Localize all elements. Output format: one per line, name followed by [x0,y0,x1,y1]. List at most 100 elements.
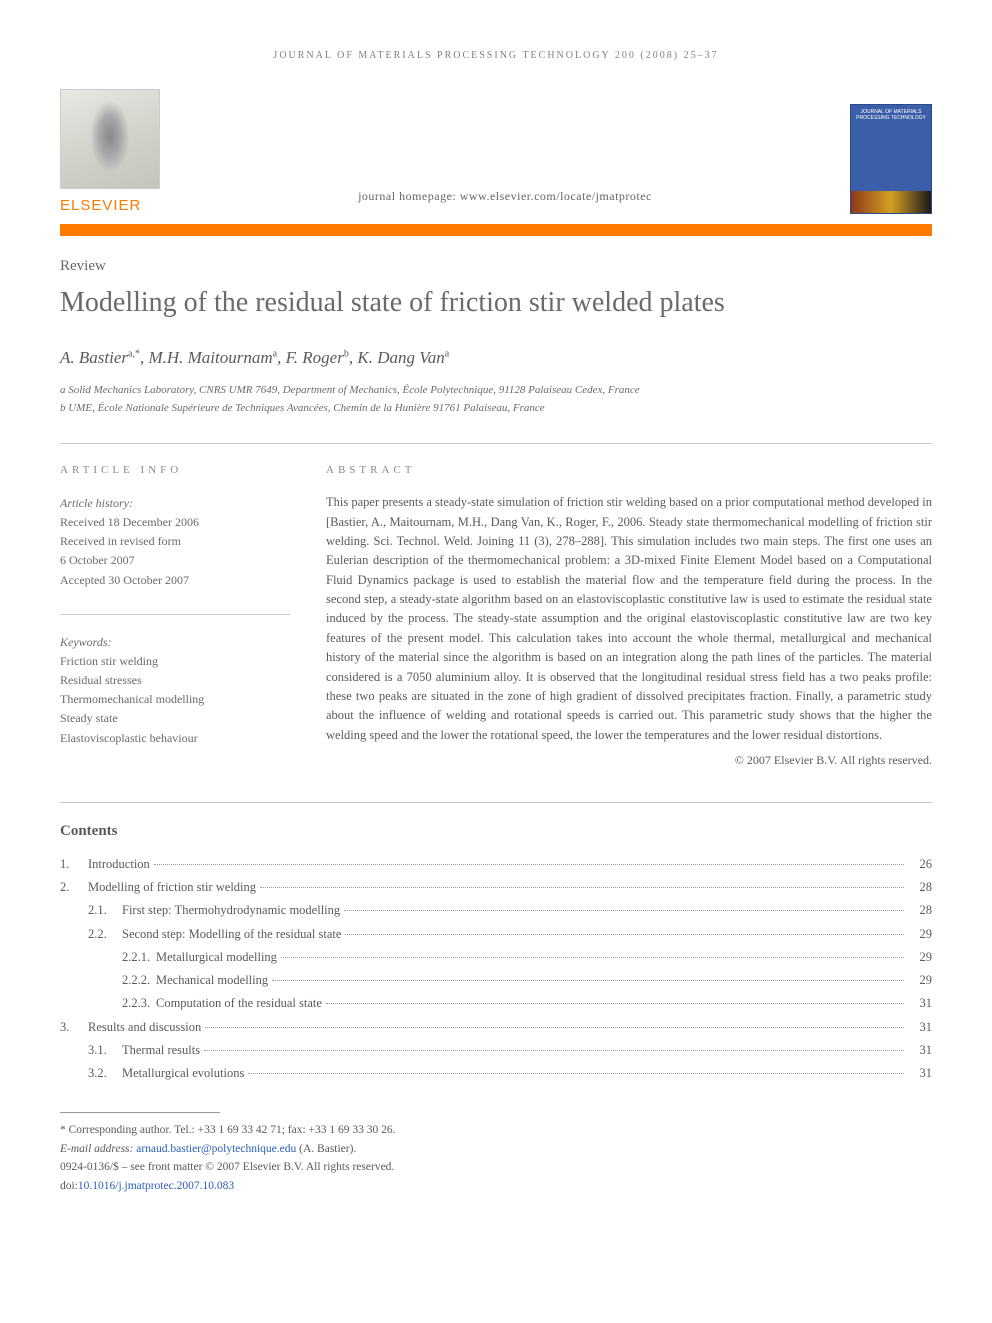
doi-label: doi: [60,1180,78,1192]
article-type: Review [60,258,932,275]
page: JOURNAL OF MATERIALS PROCESSING TECHNOLO… [0,0,992,1235]
toc-leader-dots [260,887,904,888]
toc-number: 3.2. [88,1063,122,1084]
doi-link[interactable]: 10.1016/j.jmatprotec.2007.10.083 [78,1180,234,1192]
toc-row: 2.2.2.Mechanical modelling 29 [60,970,932,991]
article-history-line: 6 October 2007 [60,551,290,570]
toc-page: 26 [908,854,932,875]
email-label: E-mail address: [60,1143,133,1155]
toc-label[interactable]: Metallurgical evolutions [122,1063,244,1084]
toc-row: 2.2.Second step: Modelling of the residu… [60,924,932,945]
toc-label[interactable]: Mechanical modelling [156,970,268,991]
publisher-name: ELSEVIER [60,197,141,214]
article-history-label: Article history: [60,494,290,513]
toc-label[interactable]: Modelling of friction stir welding [88,877,256,898]
email-author-name: (A. Bastier). [299,1143,356,1155]
toc-number: 2.1. [88,900,122,921]
toc-number: 2.2.3. [122,993,156,1014]
article-history-block: Article history: Received 18 December 20… [60,494,290,590]
keyword: Steady state [60,709,290,728]
toc-leader-dots [281,957,904,958]
toc-row: 2.Modelling of friction stir welding 28 [60,877,932,898]
corresponding-author: * Corresponding author. Tel.: +33 1 69 3… [60,1121,932,1139]
masthead: ELSEVIER journal homepage: www.elsevier.… [60,89,932,214]
abstract-copyright: © 2007 Elsevier B.V. All rights reserved… [326,751,932,770]
toc-number: 3.1. [88,1040,122,1061]
toc-label[interactable]: Second step: Modelling of the residual s… [122,924,341,945]
toc-number: 1. [60,854,88,875]
toc-label[interactable]: First step: Thermohydrodynamic modelling [122,900,340,921]
keyword: Elastoviscoplastic behaviour [60,729,290,748]
keyword: Residual stresses [60,671,290,690]
article-history-line: Accepted 30 October 2007 [60,571,290,590]
toc-number: 2.2. [88,924,122,945]
journal-cover-band [851,191,931,213]
toc-row: 2.1.First step: Thermohydrodynamic model… [60,900,932,921]
divider [60,443,932,444]
toc-page: 28 [908,900,932,921]
toc-label[interactable]: Thermal results [122,1040,200,1061]
authors: A. Bastiera,*, M.H. Maitournama, F. Roge… [60,348,932,368]
toc-leader-dots [204,1050,904,1051]
toc-leader-dots [248,1073,904,1074]
footnote-rule [60,1112,220,1113]
keywords-block: Keywords: Friction stir welding Residual… [60,633,290,748]
toc-row: 2.2.3.Computation of the residual state 3… [60,993,932,1014]
article-info-heading: ARTICLE INFO [60,462,290,480]
footnotes: * Corresponding author. Tel.: +33 1 69 3… [60,1121,932,1195]
toc-page: 28 [908,877,932,898]
abstract-text: This paper presents a steady-state simul… [326,493,932,745]
article-info-column: ARTICLE INFO Article history: Received 1… [60,462,290,772]
toc-label[interactable]: Results and discussion [88,1017,201,1038]
toc-page: 29 [908,924,932,945]
journal-cover-thumbnail: JOURNAL OF MATERIALS PROCESSING TECHNOLO… [850,104,932,214]
toc-label[interactable]: Metallurgical modelling [156,947,277,968]
toc-number: 2. [60,877,88,898]
article-history-line: Received in revised form [60,532,290,551]
doi-line: doi:10.1016/j.jmatprotec.2007.10.083 [60,1177,932,1195]
publisher-logo-block: ELSEVIER [60,89,160,214]
toc-leader-dots [344,910,904,911]
keyword: Friction stir welding [60,652,290,671]
front-matter-copyright: 0924-0136/$ – see front matter © 2007 El… [60,1158,932,1176]
divider [60,614,290,615]
abstract-heading: ABSTRACT [326,462,932,479]
toc-page: 31 [908,1040,932,1061]
running-header: JOURNAL OF MATERIALS PROCESSING TECHNOLO… [60,50,932,61]
toc-row: 3.Results and discussion31 [60,1017,932,1038]
toc-row: 2.2.1.Metallurgical modelling 29 [60,947,932,968]
toc-number: 2.2.1. [122,947,156,968]
info-abstract-row: ARTICLE INFO Article history: Received 1… [60,462,932,772]
divider-orange-bar [60,224,932,236]
toc-number: 3. [60,1017,88,1038]
toc-leader-dots [345,934,904,935]
affiliation: b UME, École Nationale Supérieure de Tec… [60,400,932,418]
journal-cover-title: JOURNAL OF MATERIALS PROCESSING TECHNOLO… [851,105,931,125]
toc-row: 3.1.Thermal results 31 [60,1040,932,1061]
elsevier-tree-icon [60,89,160,189]
email-link[interactable]: arnaud.bastier@polytechnique.edu [136,1143,296,1155]
divider [60,802,932,803]
keyword: Thermomechanical modelling [60,690,290,709]
toc-row: 3.2.Metallurgical evolutions 31 [60,1063,932,1084]
toc-leader-dots [154,864,904,865]
abstract-column: ABSTRACT This paper presents a steady-st… [326,462,932,772]
toc-label[interactable]: Computation of the residual state [156,993,322,1014]
article-history-line: Received 18 December 2006 [60,513,290,532]
toc-row: 1.Introduction 26 [60,854,932,875]
article-title: Modelling of the residual state of frict… [60,285,932,320]
journal-homepage: journal homepage: www.elsevier.com/locat… [160,189,850,214]
toc-leader-dots [272,980,904,981]
toc-leader-dots [326,1003,904,1004]
toc-page: 31 [908,1063,932,1084]
toc-page: 31 [908,993,932,1014]
toc-page: 29 [908,970,932,991]
table-of-contents: 1.Introduction262.Modelling of friction … [60,854,932,1085]
affiliations: a Solid Mechanics Laboratory, CNRS UMR 7… [60,382,932,417]
toc-page: 29 [908,947,932,968]
toc-leader-dots [205,1027,904,1028]
toc-label[interactable]: Introduction [88,854,150,875]
keywords-label: Keywords: [60,633,290,652]
contents-heading: Contents [60,823,932,840]
toc-number: 2.2.2. [122,970,156,991]
